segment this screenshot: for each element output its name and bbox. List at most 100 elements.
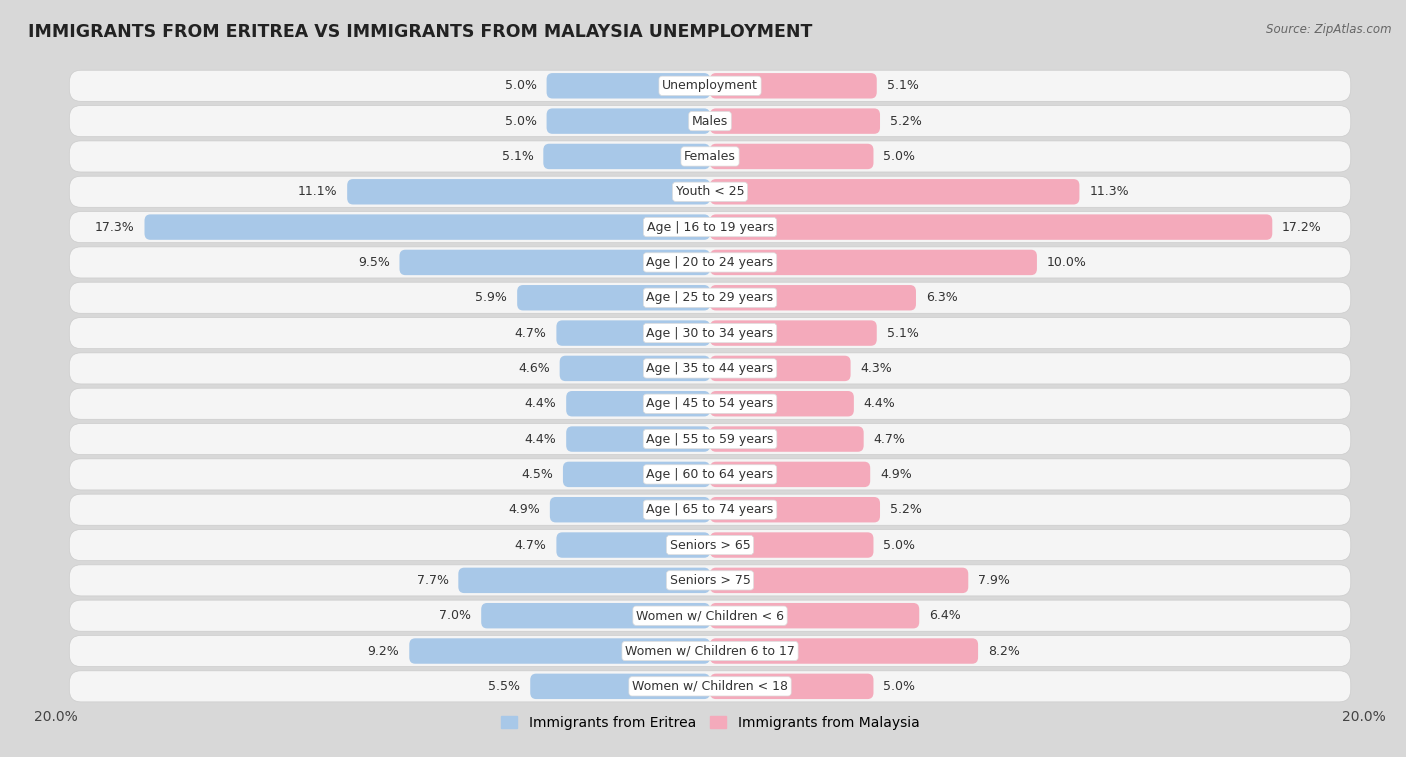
FancyBboxPatch shape (710, 568, 969, 593)
FancyBboxPatch shape (710, 497, 880, 522)
FancyBboxPatch shape (710, 108, 880, 134)
Text: 17.2%: 17.2% (1282, 220, 1322, 234)
Text: 9.5%: 9.5% (357, 256, 389, 269)
Text: Age | 55 to 59 years: Age | 55 to 59 years (647, 432, 773, 446)
FancyBboxPatch shape (399, 250, 710, 275)
Text: Unemployment: Unemployment (662, 79, 758, 92)
FancyBboxPatch shape (710, 603, 920, 628)
Text: Females: Females (685, 150, 735, 163)
Text: Age | 65 to 74 years: Age | 65 to 74 years (647, 503, 773, 516)
FancyBboxPatch shape (69, 565, 1351, 596)
FancyBboxPatch shape (347, 179, 710, 204)
FancyBboxPatch shape (710, 320, 877, 346)
Text: 4.7%: 4.7% (873, 432, 905, 446)
Text: Age | 25 to 29 years: Age | 25 to 29 years (647, 291, 773, 304)
FancyBboxPatch shape (710, 144, 873, 169)
FancyBboxPatch shape (69, 388, 1351, 419)
Text: 4.4%: 4.4% (524, 397, 557, 410)
FancyBboxPatch shape (567, 391, 710, 416)
FancyBboxPatch shape (69, 141, 1351, 172)
Text: Youth < 25: Youth < 25 (676, 185, 744, 198)
Text: Age | 60 to 64 years: Age | 60 to 64 years (647, 468, 773, 481)
FancyBboxPatch shape (69, 247, 1351, 278)
FancyBboxPatch shape (530, 674, 710, 699)
Text: 8.2%: 8.2% (988, 644, 1019, 658)
Text: 5.1%: 5.1% (502, 150, 533, 163)
FancyBboxPatch shape (69, 105, 1351, 137)
FancyBboxPatch shape (567, 426, 710, 452)
FancyBboxPatch shape (69, 211, 1351, 243)
Text: 4.6%: 4.6% (517, 362, 550, 375)
FancyBboxPatch shape (560, 356, 710, 381)
FancyBboxPatch shape (69, 317, 1351, 349)
FancyBboxPatch shape (481, 603, 710, 628)
Text: Women w/ Children < 6: Women w/ Children < 6 (636, 609, 785, 622)
FancyBboxPatch shape (458, 568, 710, 593)
FancyBboxPatch shape (69, 70, 1351, 101)
FancyBboxPatch shape (710, 638, 979, 664)
FancyBboxPatch shape (69, 423, 1351, 455)
Text: 9.2%: 9.2% (368, 644, 399, 658)
Text: Seniors > 75: Seniors > 75 (669, 574, 751, 587)
Text: 5.0%: 5.0% (883, 150, 915, 163)
FancyBboxPatch shape (547, 108, 710, 134)
FancyBboxPatch shape (69, 282, 1351, 313)
Text: 4.3%: 4.3% (860, 362, 893, 375)
Text: Source: ZipAtlas.com: Source: ZipAtlas.com (1267, 23, 1392, 36)
Text: 5.0%: 5.0% (883, 538, 915, 552)
Text: 4.7%: 4.7% (515, 326, 547, 340)
FancyBboxPatch shape (69, 494, 1351, 525)
Text: 4.9%: 4.9% (509, 503, 540, 516)
Text: Seniors > 65: Seniors > 65 (669, 538, 751, 552)
Text: 5.0%: 5.0% (883, 680, 915, 693)
FancyBboxPatch shape (69, 600, 1351, 631)
Text: Age | 30 to 34 years: Age | 30 to 34 years (647, 326, 773, 340)
FancyBboxPatch shape (547, 73, 710, 98)
Text: Age | 35 to 44 years: Age | 35 to 44 years (647, 362, 773, 375)
Text: 11.3%: 11.3% (1090, 185, 1129, 198)
FancyBboxPatch shape (710, 179, 1080, 204)
Text: 6.3%: 6.3% (925, 291, 957, 304)
FancyBboxPatch shape (710, 214, 1272, 240)
FancyBboxPatch shape (69, 529, 1351, 561)
Text: 5.2%: 5.2% (890, 503, 922, 516)
FancyBboxPatch shape (710, 250, 1038, 275)
Text: IMMIGRANTS FROM ERITREA VS IMMIGRANTS FROM MALAYSIA UNEMPLOYMENT: IMMIGRANTS FROM ERITREA VS IMMIGRANTS FR… (28, 23, 813, 41)
FancyBboxPatch shape (69, 353, 1351, 384)
FancyBboxPatch shape (710, 73, 877, 98)
Text: 17.3%: 17.3% (96, 220, 135, 234)
FancyBboxPatch shape (710, 426, 863, 452)
Text: 4.5%: 4.5% (522, 468, 553, 481)
Text: Age | 16 to 19 years: Age | 16 to 19 years (647, 220, 773, 234)
Text: 4.9%: 4.9% (880, 468, 911, 481)
Text: 4.4%: 4.4% (863, 397, 896, 410)
Text: 4.4%: 4.4% (524, 432, 557, 446)
FancyBboxPatch shape (550, 497, 710, 522)
Text: 5.5%: 5.5% (488, 680, 520, 693)
Text: 5.1%: 5.1% (887, 326, 918, 340)
Text: 10.0%: 10.0% (1046, 256, 1087, 269)
FancyBboxPatch shape (710, 356, 851, 381)
FancyBboxPatch shape (557, 320, 710, 346)
FancyBboxPatch shape (517, 285, 710, 310)
FancyBboxPatch shape (710, 532, 873, 558)
Text: Women w/ Children 6 to 17: Women w/ Children 6 to 17 (626, 644, 794, 658)
FancyBboxPatch shape (69, 459, 1351, 490)
FancyBboxPatch shape (557, 532, 710, 558)
FancyBboxPatch shape (409, 638, 710, 664)
Text: 4.7%: 4.7% (515, 538, 547, 552)
FancyBboxPatch shape (145, 214, 710, 240)
FancyBboxPatch shape (562, 462, 710, 487)
FancyBboxPatch shape (543, 144, 710, 169)
Legend: Immigrants from Eritrea, Immigrants from Malaysia: Immigrants from Eritrea, Immigrants from… (495, 710, 925, 735)
Text: Males: Males (692, 114, 728, 128)
FancyBboxPatch shape (710, 285, 915, 310)
FancyBboxPatch shape (710, 674, 873, 699)
FancyBboxPatch shape (710, 462, 870, 487)
FancyBboxPatch shape (69, 671, 1351, 702)
Text: Women w/ Children < 18: Women w/ Children < 18 (633, 680, 787, 693)
Text: 5.9%: 5.9% (475, 291, 508, 304)
FancyBboxPatch shape (69, 635, 1351, 667)
Text: 11.1%: 11.1% (298, 185, 337, 198)
Text: 7.9%: 7.9% (979, 574, 1010, 587)
